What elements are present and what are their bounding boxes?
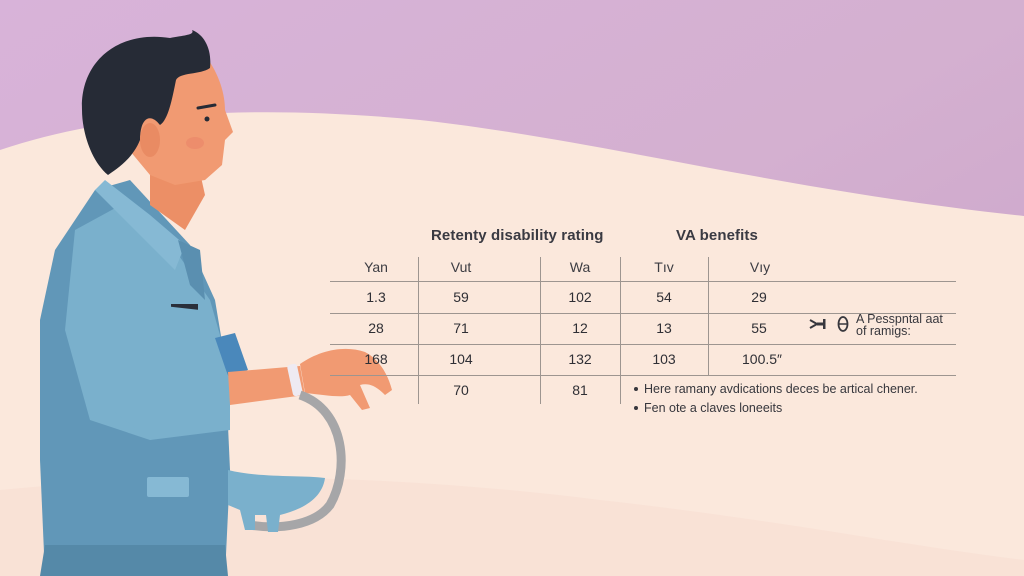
table-cell: 12: [572, 320, 588, 336]
table-cell: 132: [568, 351, 592, 367]
table-cell: 168: [364, 351, 388, 367]
note-text: Fen ote a claves loneeits: [644, 401, 783, 415]
table-cell: 103: [652, 351, 676, 367]
column-header: Wa: [569, 259, 591, 275]
column-header: Vıy: [749, 259, 771, 275]
column-header: Tıv: [654, 259, 674, 275]
table-cell: 13: [656, 320, 672, 336]
lock-icon: [837, 316, 849, 332]
table-cell: 28: [368, 320, 384, 336]
table-divider: [330, 344, 956, 345]
table-divider: [330, 313, 956, 314]
column-separator: [540, 257, 541, 404]
table-cell: 54: [656, 289, 672, 305]
legend-label-line1: A Pesspntal aat: [856, 312, 943, 326]
table-cell: 55: [751, 320, 767, 336]
legend: A Pesspntal aat of ramigs:: [808, 313, 943, 337]
table-cell: 1.3: [366, 289, 386, 305]
bullet-icon: [634, 386, 638, 391]
column-separator: [620, 257, 621, 404]
table-cell: 29: [751, 289, 767, 305]
column-header: Vut: [450, 259, 472, 275]
bowtie-icon: [809, 319, 826, 329]
table-divider: [330, 375, 956, 376]
table-cell: 100.5″: [742, 351, 782, 367]
table-title-va-benefits: VA benefits: [676, 227, 758, 244]
column-separator: [708, 257, 709, 375]
table-cell: 70: [453, 382, 469, 398]
legend-label-line2: of ramigs:: [856, 324, 911, 338]
table-divider: [330, 281, 956, 282]
table-cell: 104: [449, 351, 473, 367]
table-cell: 102: [568, 289, 592, 305]
table-cell: 81: [572, 382, 588, 398]
column-header: Yan: [364, 259, 388, 275]
bowtie-lock-icons: [809, 316, 849, 332]
table-title-disability-rating: Retenty disability rating: [431, 227, 604, 244]
note-item: Fen ote a claves loneeits: [634, 401, 782, 415]
column-separator: [418, 257, 419, 404]
table-cell: 59: [453, 289, 469, 305]
table-cell: 71: [453, 320, 469, 336]
note-item: Here ramany avdications deces be artical…: [634, 382, 918, 396]
note-text: Here ramany avdications deces be artical…: [644, 382, 918, 396]
bullet-icon: [634, 405, 638, 410]
